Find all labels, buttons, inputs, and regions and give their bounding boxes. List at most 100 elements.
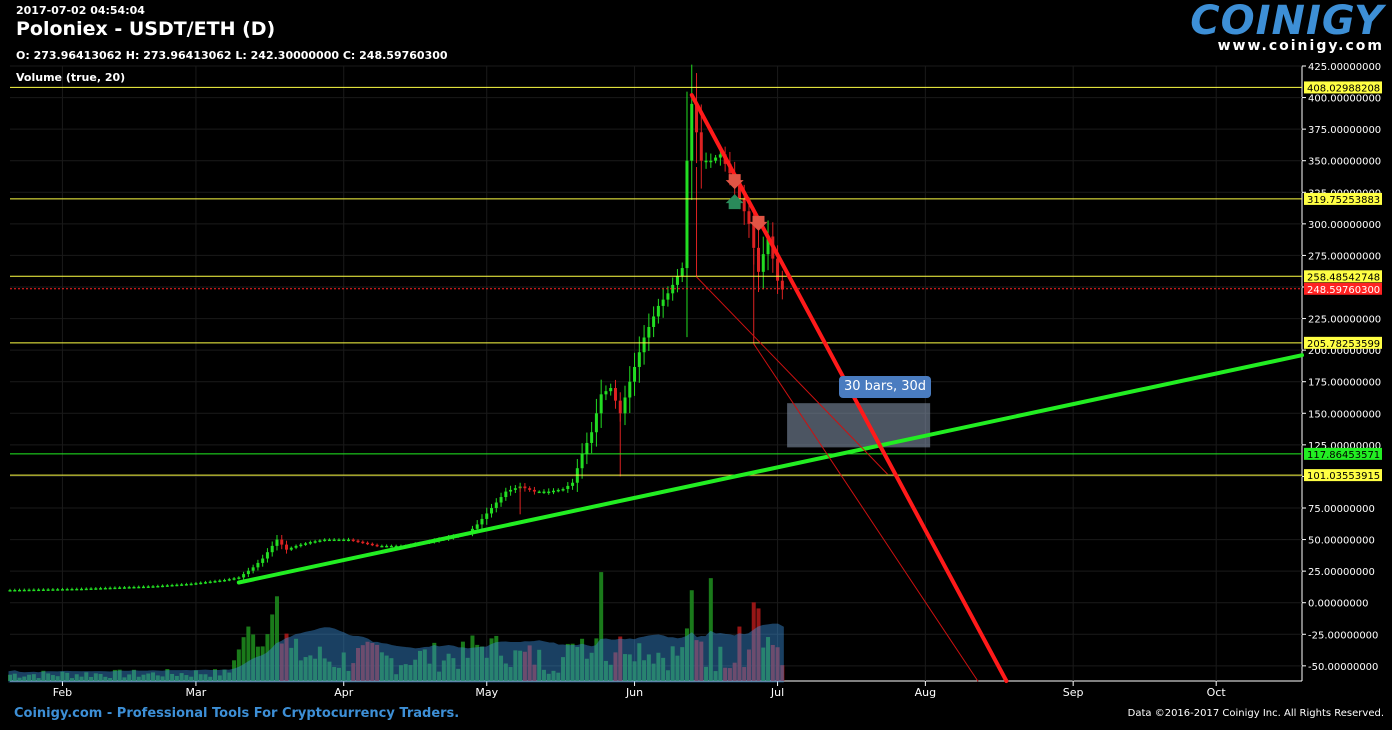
- volume-bar: [723, 667, 728, 681]
- candle-body: [141, 586, 145, 589]
- y-tick-label: 25.00000000: [1308, 567, 1375, 578]
- volume-bar: [398, 665, 403, 681]
- candle-body: [566, 485, 570, 490]
- candle-body: [680, 268, 684, 277]
- candle-body: [275, 539, 279, 546]
- volume-bar: [737, 626, 742, 681]
- price-level-label: 319.75253883: [1307, 195, 1380, 206]
- volume-bar: [627, 654, 632, 681]
- volume-bar: [46, 673, 51, 681]
- volume-bar: [422, 649, 427, 681]
- volume-bar: [284, 633, 289, 681]
- candle-body: [585, 442, 589, 454]
- volume-bar: [251, 634, 256, 681]
- x-tick-label: Sep: [1063, 686, 1084, 699]
- volume-bar: [184, 675, 189, 681]
- candle-body: [180, 584, 184, 586]
- volume-bar: [279, 643, 284, 681]
- candle-body: [561, 489, 565, 491]
- volume-bar: [93, 673, 98, 681]
- volume-bar: [117, 669, 122, 681]
- candle-body: [594, 413, 598, 433]
- y-tick-label: 225.00000000: [1308, 315, 1381, 326]
- candle-body: [590, 432, 594, 443]
- candle-body: [628, 381, 632, 398]
- candle-body: [737, 185, 741, 199]
- candle-body: [776, 258, 780, 281]
- candle-body: [361, 541, 365, 544]
- y-tick-label: 125.00000000: [1308, 441, 1381, 452]
- volume-bar: [675, 655, 680, 681]
- footer-tagline[interactable]: Coinigy.com - Professional Tools For Cry…: [14, 706, 460, 721]
- volume-bar: [684, 628, 689, 681]
- volume-bar: [65, 672, 70, 681]
- candle-body: [666, 293, 670, 300]
- candle-body: [218, 580, 222, 583]
- candle-body: [704, 160, 708, 163]
- volume-bar: [222, 669, 227, 681]
- candle-body: [184, 584, 188, 586]
- volume-bar: [646, 654, 651, 681]
- volume-bar: [69, 678, 74, 681]
- logo-url: www.coinigy.com: [1217, 38, 1384, 54]
- x-tick-label: Oct: [1207, 686, 1227, 699]
- volume-bar: [294, 638, 299, 681]
- volume-indicator-label[interactable]: Volume (true, 20): [16, 71, 126, 84]
- candle-body: [652, 316, 656, 327]
- candle-body: [747, 211, 751, 224]
- candle-body: [356, 540, 360, 543]
- volume-bar: [79, 676, 84, 681]
- volume-bar: [289, 647, 294, 681]
- volume-bar: [174, 675, 179, 681]
- volume-bar: [322, 658, 327, 681]
- price-level-tag: [1304, 192, 1382, 205]
- candle-body: [528, 488, 532, 490]
- volume-bar: [661, 657, 666, 681]
- volume-bar: [198, 674, 203, 681]
- candle-body: [580, 453, 584, 469]
- volume-bar: [122, 677, 127, 681]
- volume-bar: [632, 661, 637, 681]
- candle-body: [246, 570, 250, 575]
- candle-body: [780, 280, 784, 290]
- candle-body: [84, 588, 88, 591]
- candle-body: [80, 588, 84, 591]
- volume-bar: [403, 664, 408, 681]
- volume-bar: [746, 649, 751, 681]
- volume-bar: [27, 674, 32, 681]
- ohlc-readout: O: 273.96413062 H: 273.96413062 L: 242.3…: [16, 49, 448, 62]
- x-tick-label: Jun: [625, 686, 643, 699]
- volume-bar: [594, 638, 599, 681]
- candle-body: [265, 552, 269, 559]
- footer-copyright: Data ©2016-2017 Coinigy Inc. All Rights …: [1127, 708, 1384, 719]
- price-level-label: 248.59760300: [1307, 285, 1380, 296]
- candle-body: [99, 588, 103, 590]
- candle-body: [32, 589, 36, 592]
- candle-body: [370, 543, 374, 546]
- candle-body: [718, 154, 722, 158]
- volume-bar: [365, 641, 370, 681]
- candle-body: [304, 543, 308, 545]
- volume-bar: [341, 652, 346, 681]
- candle-body: [194, 583, 198, 585]
- volume-bar: [665, 670, 670, 681]
- volume-bar: [608, 664, 613, 681]
- candle-body: [499, 497, 503, 503]
- candle-body: [537, 491, 541, 494]
- candle-body: [132, 586, 136, 589]
- volume-bar: [151, 672, 156, 681]
- volume-bar: [255, 646, 260, 681]
- volume-bar: [460, 641, 465, 681]
- candle-body: [161, 585, 165, 588]
- volume-bar: [193, 670, 198, 681]
- candle-body: [299, 544, 303, 547]
- candle-body: [232, 578, 236, 580]
- y-tick-label: 425.00000000: [1308, 62, 1381, 73]
- candle-body: [599, 394, 603, 414]
- volume-bar: [55, 676, 60, 681]
- volume-bar: [522, 651, 527, 681]
- volume-bar: [727, 668, 732, 681]
- candle-body: [75, 588, 79, 591]
- x-tick-label: May: [475, 686, 498, 699]
